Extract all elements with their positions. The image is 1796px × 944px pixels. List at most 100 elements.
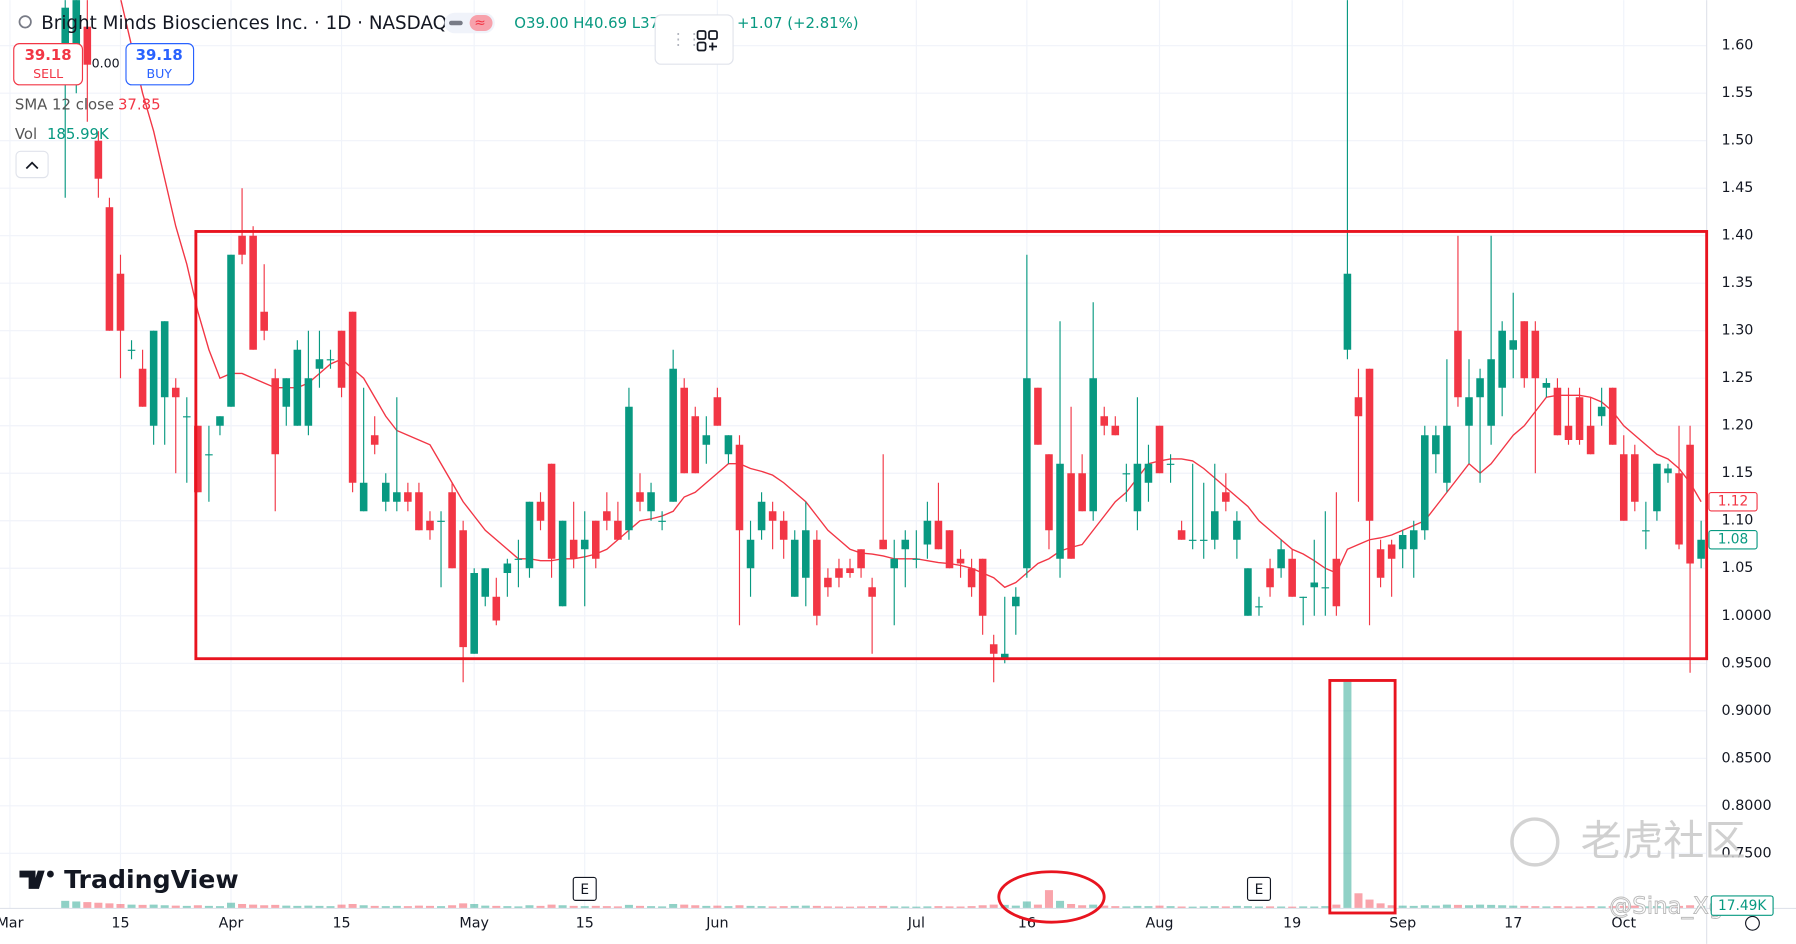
candle-body [658,520,666,522]
toggle-icon [449,20,463,26]
volume-bar [1221,906,1230,909]
volume-bar [271,904,280,909]
volume-bar [1210,906,1219,909]
candle-body [1553,387,1562,436]
candle-body [1520,321,1529,379]
settings-icon[interactable] [1745,915,1760,931]
brand-logo [19,870,45,889]
volume-bar [138,904,147,909]
candle-body [735,444,744,531]
sma-layer [120,0,1702,589]
volume-bar [249,904,258,909]
candle-body [470,573,478,654]
volume-ellipse [997,870,1106,924]
candle-body [1100,416,1109,426]
candle-body [558,520,567,607]
candle-body [448,492,456,569]
candle-body [768,511,777,521]
candle-body [790,539,799,597]
vol-legend-value: 185.99K [47,125,110,143]
candle-body [1642,530,1650,532]
volume-bar [260,905,269,909]
indicator-icon [709,42,718,51]
volume-bar [1288,906,1297,909]
volume-bar [1686,905,1695,909]
watermark: 老虎社区 [1581,817,1746,865]
candle-body [680,387,688,474]
candle-body [1387,544,1396,559]
x-tick-label: 17 [1504,915,1522,931]
watermark-icon [1510,817,1560,867]
symbol-title: Bright Minds Biosciences Inc. · 1D · NAS… [41,13,447,34]
candle-body [359,482,368,512]
candle-body [835,568,843,578]
drag-handle[interactable]: ⋮⋮ [670,30,702,49]
candle-body [1498,330,1506,388]
y-tick-label: 0.8500 [1722,750,1772,766]
y-tick-label: 0.9000 [1722,703,1772,719]
volume-bar [1321,906,1330,909]
candle-body [1686,444,1694,564]
volume-bar [1663,906,1672,909]
symbol-logo [18,15,32,29]
candle-body [83,26,92,65]
candle-body [1210,511,1219,540]
y-tick-label: 1.05 [1722,560,1754,576]
volume-bar [1243,906,1252,909]
candle-body [1365,368,1374,521]
sell-button[interactable] [13,43,84,86]
candle-body [404,492,412,502]
volume-bar [1254,906,1264,909]
volume-bar [1343,681,1352,909]
candle-body [61,7,69,65]
candle-body [1177,530,1186,540]
candle-body [956,558,965,564]
candle-body [923,520,932,545]
volume-bar [580,906,589,909]
volume-bar [1464,905,1474,909]
y-tick-label: 1.60 [1722,38,1754,54]
sma-legend-name: SMA 12 close [15,95,114,113]
candle-body [1597,406,1606,417]
y-tick-label: 1.55 [1722,85,1754,101]
candle-body [1078,473,1086,512]
volume-bar [569,905,578,909]
indicator-icon[interactable] [696,30,707,40]
last-price-box [1708,530,1758,550]
candle-body [569,539,578,559]
candle-body [415,492,423,531]
volume-pane [61,681,1706,909]
y-tick-label: 1.30 [1722,323,1754,339]
volume-bar [1354,893,1363,909]
candle-body [1056,463,1064,559]
volume-bar [1033,904,1042,909]
collapse-button[interactable] [15,150,49,179]
y-tick-label: 1.15 [1722,465,1754,481]
x-tick-label: 15 [111,915,129,931]
candle-body [1188,539,1197,541]
candle-body [879,539,887,550]
sma-line [120,0,1702,589]
volume-bar [901,906,910,909]
buy-button[interactable] [125,43,195,86]
candle-body [824,577,832,588]
volume-bar [834,906,843,909]
candle-body [945,530,954,569]
x-tick-label: Apr [219,915,244,931]
candle-body [1343,273,1352,350]
volume-bar [1442,904,1451,909]
candle-body [381,482,390,502]
candle-body [1199,539,1208,541]
sell-price: 39.18 [25,46,72,64]
candle-body [1255,606,1263,608]
candle-body [1277,549,1285,569]
volume-bar [171,905,180,909]
candle-body [1000,653,1009,659]
watermark-user: @Sina_Xg [1609,894,1723,920]
candle-body [238,235,246,255]
volume-bar [1144,906,1153,909]
candle-body [459,530,467,648]
candle-body [1288,558,1296,597]
collapse-icon [25,161,39,170]
